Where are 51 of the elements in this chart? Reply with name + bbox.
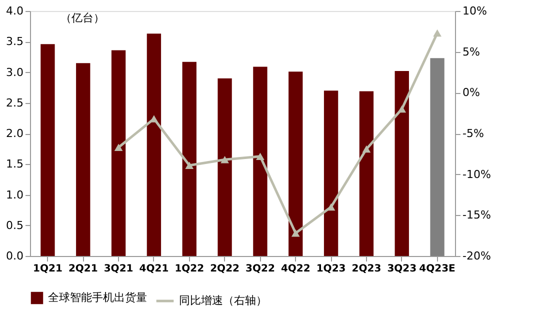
y2-tick-label: 5%	[462, 45, 480, 58]
x-tick-label: 4Q22	[280, 264, 310, 274]
point	[185, 162, 194, 169]
point	[220, 156, 229, 164]
point	[291, 230, 300, 237]
bar	[359, 91, 374, 256]
x-tick-label: 2Q23	[352, 264, 382, 274]
x-tick-label: 4Q21	[139, 264, 169, 274]
bar	[394, 71, 409, 256]
bar	[288, 72, 303, 256]
x-tick-label: 4Q23E	[419, 264, 456, 274]
bar	[111, 50, 126, 256]
legend-label: 同比增速（右轴）	[179, 294, 267, 307]
bar	[253, 66, 268, 256]
y-axis-title: （亿台）	[60, 12, 104, 24]
y2-tick-label: -20%	[462, 250, 491, 262]
x-tick-label: 3Q21	[104, 264, 134, 274]
x-tick-label: 1Q21	[33, 264, 62, 274]
legend-label: 全球智能手机出货量	[48, 291, 147, 304]
point	[362, 145, 371, 153]
x-tick-label: 2Q21	[68, 264, 98, 274]
y2-tick-label: 10%	[462, 4, 487, 18]
y-tick-label: 2.5	[6, 96, 24, 110]
x-tick-label: 3Q23	[387, 264, 417, 274]
bar	[324, 90, 338, 256]
point	[114, 144, 123, 152]
bar	[40, 44, 55, 256]
y-tick-label: 3.0	[6, 66, 24, 79]
y2-tick-label: -15%	[462, 208, 491, 222]
y-tick-label: 2.0	[6, 127, 24, 140]
bar	[430, 58, 444, 256]
y-tick-label: 1.5	[6, 158, 24, 171]
y-tick-label: 0.0	[6, 250, 24, 262]
x-tick-label: 3Q22	[246, 264, 275, 274]
y2-tick-label: -10%	[462, 168, 491, 181]
y-tick-label: 1.0	[6, 188, 24, 202]
x-tick-label: 2Q22	[210, 264, 240, 274]
bar	[218, 78, 232, 256]
bar	[146, 34, 162, 256]
y-tick-label: 0.5	[6, 218, 24, 232]
point	[398, 105, 406, 113]
y2-tick-label: -5%	[462, 127, 484, 140]
x-tick-label: 1Q23	[316, 264, 346, 274]
bar	[182, 62, 196, 256]
bar	[76, 63, 90, 256]
y-tick-label: 4.0	[6, 4, 24, 18]
point	[433, 29, 442, 37]
y2-tick-label: 0%	[462, 86, 480, 100]
y-tick-label: 3.5	[6, 35, 24, 48]
point	[256, 152, 264, 160]
x-tick-label: 1Q22	[174, 264, 204, 274]
